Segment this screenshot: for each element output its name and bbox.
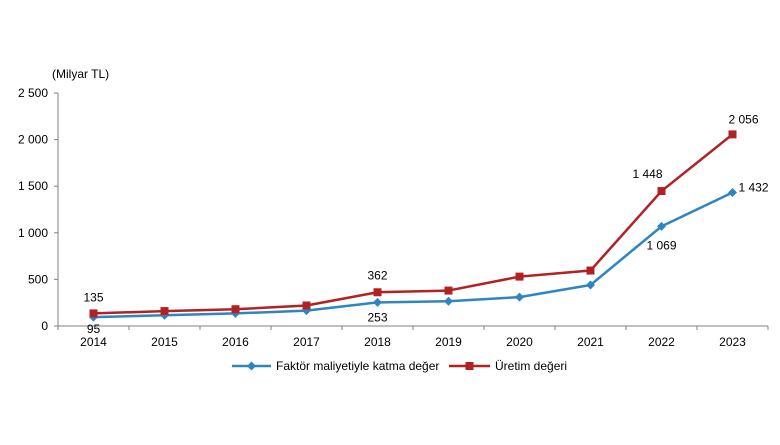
- data-point: [586, 280, 595, 290]
- legend-label: Faktör maliyetiyle katma değer: [276, 359, 439, 373]
- data-label: 2 056: [728, 112, 758, 126]
- data-label: 135: [83, 290, 103, 304]
- data-point: [515, 292, 524, 302]
- series-line: [93, 191, 734, 319]
- x-tick-label: 2014: [80, 335, 107, 349]
- series-line: [93, 133, 734, 315]
- data-point: [728, 130, 737, 139]
- x-tick-label: 2015: [151, 335, 178, 349]
- legend-label: Üretim değeri: [495, 359, 567, 373]
- data-point: [231, 305, 240, 314]
- data-point: [657, 187, 666, 196]
- series-production-value: 135 362 1 448 2 056: [83, 112, 759, 318]
- legend-marker: [465, 362, 474, 370]
- data-point: [444, 296, 453, 306]
- x-tick-label: 2018: [364, 335, 391, 349]
- data-label: 95: [87, 322, 101, 336]
- y-tick-label: 1 000: [18, 226, 48, 240]
- y-axis-label: (Milyar TL): [52, 67, 109, 81]
- axes: 0 500 1 000 1 500 2 000 2 500 2014 2015 2016 2017…: [18, 86, 769, 349]
- data-point: [444, 286, 453, 295]
- data-label: 1 069: [646, 238, 676, 252]
- series-layer: 95 253 1 069 1 432 135 362 1 448 2 056: [83, 112, 768, 336]
- x-tick-label: 2022: [648, 335, 675, 349]
- data-point: [586, 266, 595, 275]
- legend-item: Üretim değeri: [449, 359, 567, 373]
- x-tick-label: 2020: [506, 335, 533, 349]
- data-point: [728, 188, 737, 198]
- y-tick-label: 1 500: [18, 179, 48, 193]
- legend-marker: [247, 361, 256, 371]
- data-point: [160, 307, 169, 316]
- x-tick-label: 2019: [435, 335, 462, 349]
- data-point: [373, 288, 382, 297]
- y-tick-label: 2 500: [18, 86, 48, 100]
- x-tick-label: 2023: [719, 335, 746, 349]
- legend-item: Faktör maliyetiyle katma değer: [232, 359, 439, 373]
- x-tick-label: 2017: [293, 335, 320, 349]
- data-label: 362: [367, 268, 387, 282]
- data-label: 1 432: [739, 181, 769, 195]
- series-value-added: 95 253 1 069 1 432: [87, 181, 769, 337]
- y-tick-label: 0: [41, 319, 48, 333]
- data-point: [515, 272, 524, 281]
- data-label: 253: [367, 310, 387, 324]
- data-label: 1 448: [632, 167, 662, 181]
- x-tick-label: 2021: [577, 335, 604, 349]
- legend: Faktör maliyetiyle katma değer Üretim değ…: [232, 359, 567, 373]
- y-tick-label: 2 000: [18, 133, 48, 147]
- data-point: [89, 309, 98, 318]
- data-point: [657, 221, 666, 231]
- data-point: [302, 301, 311, 310]
- x-tick-label: 2016: [222, 335, 249, 349]
- y-tick-label: 500: [28, 272, 48, 286]
- data-point: [373, 297, 382, 307]
